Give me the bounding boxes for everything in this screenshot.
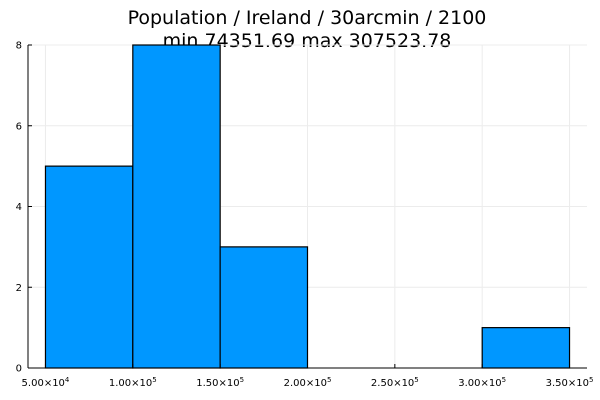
histogram-bar [132,44,221,369]
histogram-bar [219,246,309,369]
x-tick-label: 3.00×105 [458,376,506,389]
y-tick-label: 2 [16,283,22,294]
bars-layer [44,44,571,369]
histogram-bar [44,165,134,369]
x-tick-label: 2.00×105 [284,376,332,389]
y-tick-label: 4 [16,202,22,213]
y-tick-label: 6 [16,121,22,132]
y-tick-label: 0 [16,364,22,375]
y-tick-labels: 0 2 4 6 8 [16,41,22,375]
histogram-bar [481,327,571,369]
x-tick-label: 5.00×104 [22,376,70,389]
x-tick-label: 1.00×105 [109,376,157,389]
chart-subtitle: min 74351.69 max 307523.78 [163,30,452,52]
x-tick-label: 3.50×105 [546,376,594,389]
chart-title: Population / Ireland / 30arcmin / 2100 [128,7,487,29]
x-tick-label: 1.50×105 [196,376,244,389]
axes-layer [27,44,587,369]
y-tick-label: 8 [16,41,22,52]
x-tick-labels: 5.00×104 1.00×105 1.50×105 2.00×105 2.50×105… [22,376,594,389]
x-tick-label: 2.50×105 [371,376,419,389]
